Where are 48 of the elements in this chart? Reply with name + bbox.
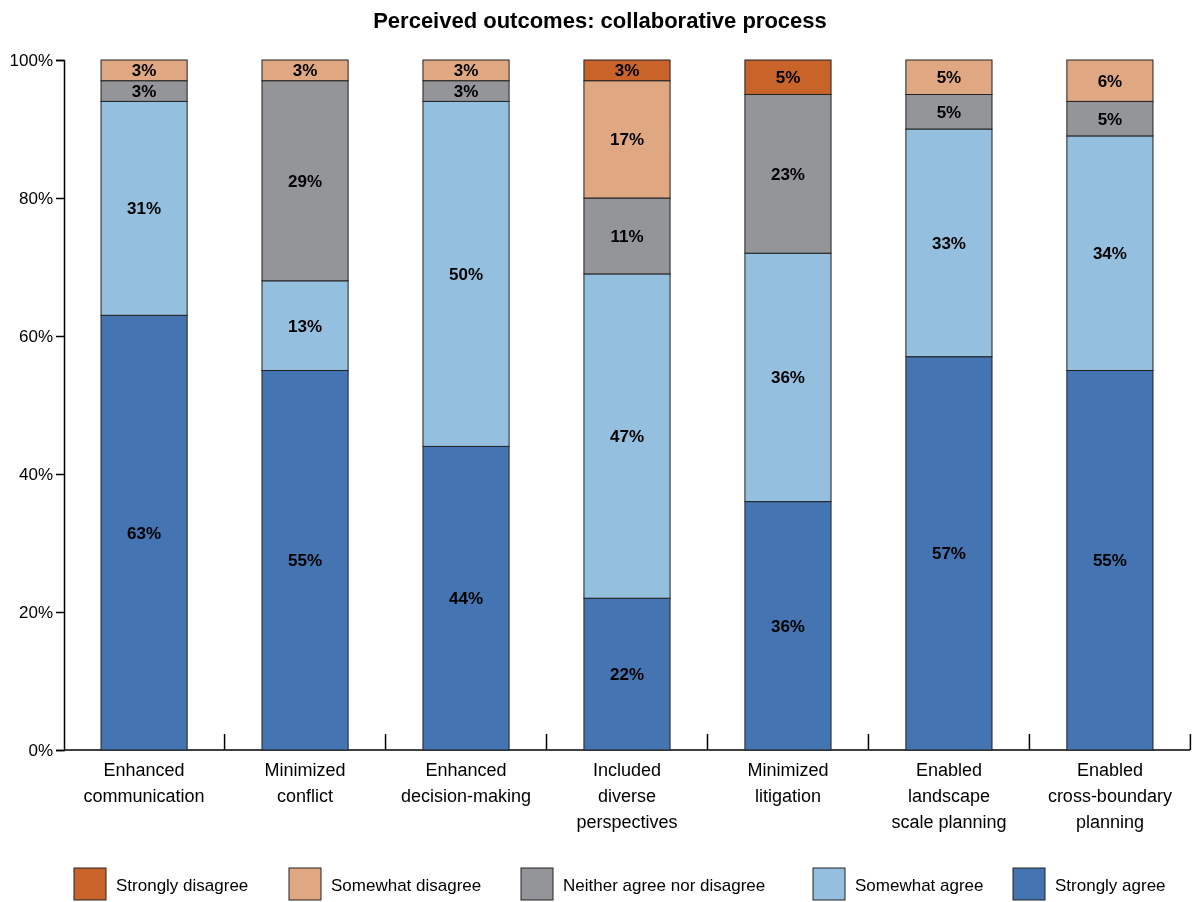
x-tick-label: Enabled landscape scale planning	[891, 760, 1007, 832]
data-label: 55%	[1092, 551, 1127, 571]
chart-title: Perceived outcomes: collaborative process	[373, 8, 827, 33]
y-tick-label: 0%	[28, 740, 53, 760]
legend-label: Neither agree nor disagree	[563, 876, 766, 895]
data-label: 33%	[931, 233, 966, 253]
legend-label: Somewhat disagree	[331, 876, 482, 895]
x-tick-label: Enhanced decision-making	[401, 760, 532, 806]
data-label: 36%	[770, 616, 805, 636]
data-label: 3%	[292, 61, 318, 81]
data-label: 34%	[1092, 244, 1127, 264]
y-tick-label: 60%	[18, 326, 53, 346]
data-label: 5%	[1097, 109, 1123, 129]
data-label: 3%	[131, 61, 157, 81]
data-label: 5%	[936, 68, 962, 88]
x-tick-label: Enabled cross-boundary planning	[1047, 760, 1172, 832]
data-label: 36%	[770, 368, 805, 388]
data-label: 3%	[453, 82, 479, 102]
data-label: 63%	[127, 523, 162, 543]
data-label: 11%	[610, 226, 644, 246]
x-tick-label: Minimized litigation	[747, 760, 829, 806]
data-label: 29%	[288, 171, 323, 191]
data-label: 44%	[449, 589, 484, 609]
legend-label: Strongly disagree	[116, 876, 249, 895]
data-label: 3%	[614, 61, 640, 81]
legend-label: Somewhat agree	[855, 876, 984, 895]
legend-label: Strongly agree	[1055, 876, 1166, 895]
data-label: 47%	[609, 427, 645, 447]
data-label: 5%	[936, 102, 962, 122]
data-label: 57%	[931, 544, 966, 564]
data-label: 6%	[1097, 71, 1123, 91]
y-tick-label: 80%	[18, 188, 53, 208]
data-label: 31%	[127, 199, 162, 219]
x-tick-label: Included diverse perspectives	[576, 760, 678, 832]
data-label: 13%	[288, 316, 323, 336]
data-label: 5%	[775, 68, 801, 88]
data-label: 3%	[131, 82, 157, 102]
y-tick-label: 40%	[18, 464, 53, 484]
data-label: 55%	[288, 551, 323, 571]
data-label: 3%	[453, 61, 479, 81]
y-tick-label: 100%	[9, 50, 53, 70]
data-label: 17%	[609, 130, 645, 150]
y-tick-label: 20%	[18, 602, 53, 622]
data-label: 23%	[770, 164, 805, 184]
x-tick-label: Minimized conflict	[264, 760, 346, 806]
x-tick-label: Enhanced communication	[83, 760, 205, 806]
data-label: 50%	[449, 264, 484, 284]
data-label: 22%	[609, 665, 645, 685]
